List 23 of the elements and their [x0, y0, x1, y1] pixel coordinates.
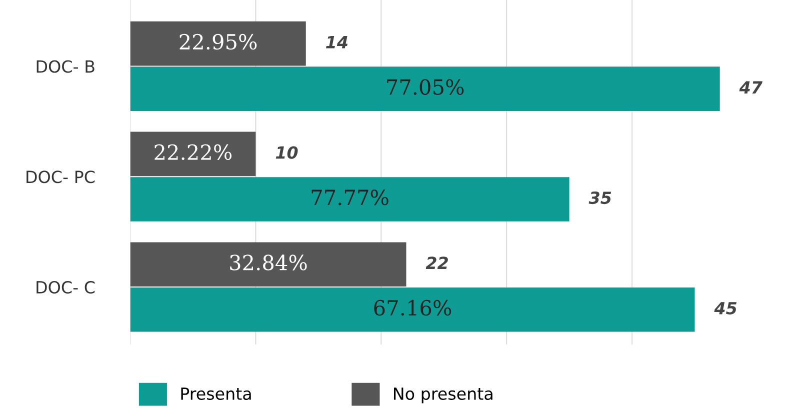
bar — [130, 21, 306, 66]
data-label: 45 — [714, 302, 737, 314]
annotation: 77.77% — [312, 190, 388, 206]
bar — [130, 177, 570, 222]
legend-label: No presenta — [394, 388, 492, 404]
y-tick-label: DOC- PC — [26, 170, 95, 184]
annotation: 22.22% — [154, 144, 232, 160]
bar — [130, 287, 695, 332]
data-label: 14 — [326, 36, 348, 48]
data-label: 10 — [276, 146, 298, 159]
bar — [130, 132, 256, 176]
annotation: 77.05% — [387, 79, 464, 95]
data-label: 47 — [739, 81, 762, 94]
y-tick-label: DOC- C — [36, 280, 95, 294]
data-label: 22 — [426, 256, 448, 269]
data-label: 35 — [588, 191, 612, 204]
bar — [130, 242, 406, 287]
annotation: 22.95% — [180, 34, 257, 50]
legend-label: Presenta — [181, 388, 251, 400]
annotation: 67.16% — [374, 300, 452, 316]
annotation: 32.84% — [230, 254, 307, 270]
y-tick-label: DOC- B — [36, 60, 94, 73]
bar — [130, 66, 720, 112]
